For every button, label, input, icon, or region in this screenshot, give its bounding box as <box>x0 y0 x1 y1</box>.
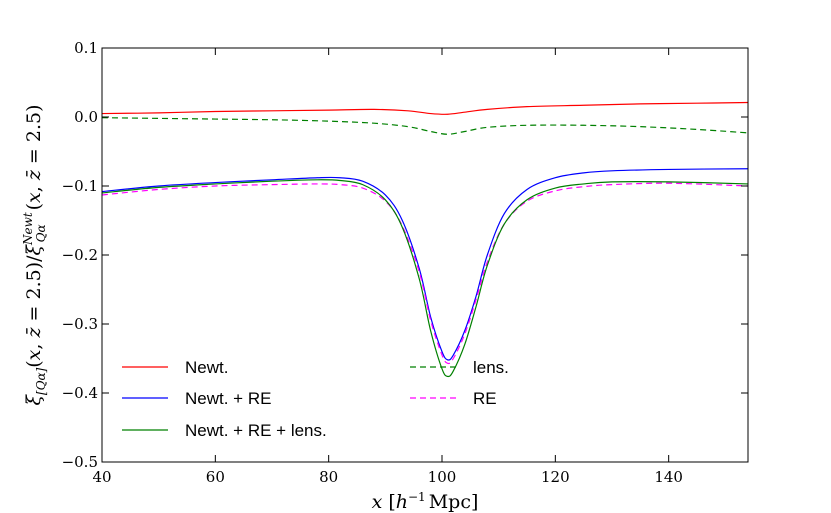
legend: Newt. lens. Newt. + RE RE Newt. + RE + lens. <box>122 358 509 440</box>
y-tick-label: −0.4 <box>62 384 98 402</box>
x-tick-label: 80 <box>319 468 338 486</box>
x-tick-label: 100 <box>428 468 457 486</box>
legend-label: RE <box>473 389 497 408</box>
y-axis-label: ξ[Qα](x, z̄ = 2.5)/ξNewtQα(x, z̄ = 2.5) <box>21 104 48 405</box>
series-line-lens <box>102 117 748 135</box>
ticks-layer: 40 60 80 100 120 140 −0.5 −0.4 −0.3 −0.2 −0.1 0.0 0.… <box>62 39 748 486</box>
x-tick-label: 120 <box>541 468 570 486</box>
x-tick-label: 140 <box>654 468 683 486</box>
y-tick-label: 0.1 <box>74 39 98 57</box>
series-line-newt-re <box>102 168 748 361</box>
y-tick-label: −0.2 <box>62 246 98 264</box>
series-line-newt-re-lens <box>102 179 748 378</box>
y-tick-label: 0.0 <box>74 108 98 126</box>
x-axis-label: x [h−1 Mpc] <box>372 490 479 513</box>
x-tick-label: 40 <box>92 468 111 486</box>
legend-label: Newt. + RE <box>185 389 271 408</box>
series-layer <box>102 101 748 378</box>
series-line-re <box>102 182 748 365</box>
y-tick-label: −0.5 <box>62 453 98 471</box>
y-tick-label: −0.3 <box>62 315 98 333</box>
legend-label: lens. <box>473 358 509 377</box>
legend-label: Newt. <box>185 358 228 377</box>
legend-label: Newt. + RE + lens. <box>185 421 327 440</box>
x-tick-label: 60 <box>206 468 225 486</box>
plot-area <box>102 48 748 462</box>
series-line-newt <box>102 101 748 115</box>
y-tick-label: −0.1 <box>62 177 98 195</box>
